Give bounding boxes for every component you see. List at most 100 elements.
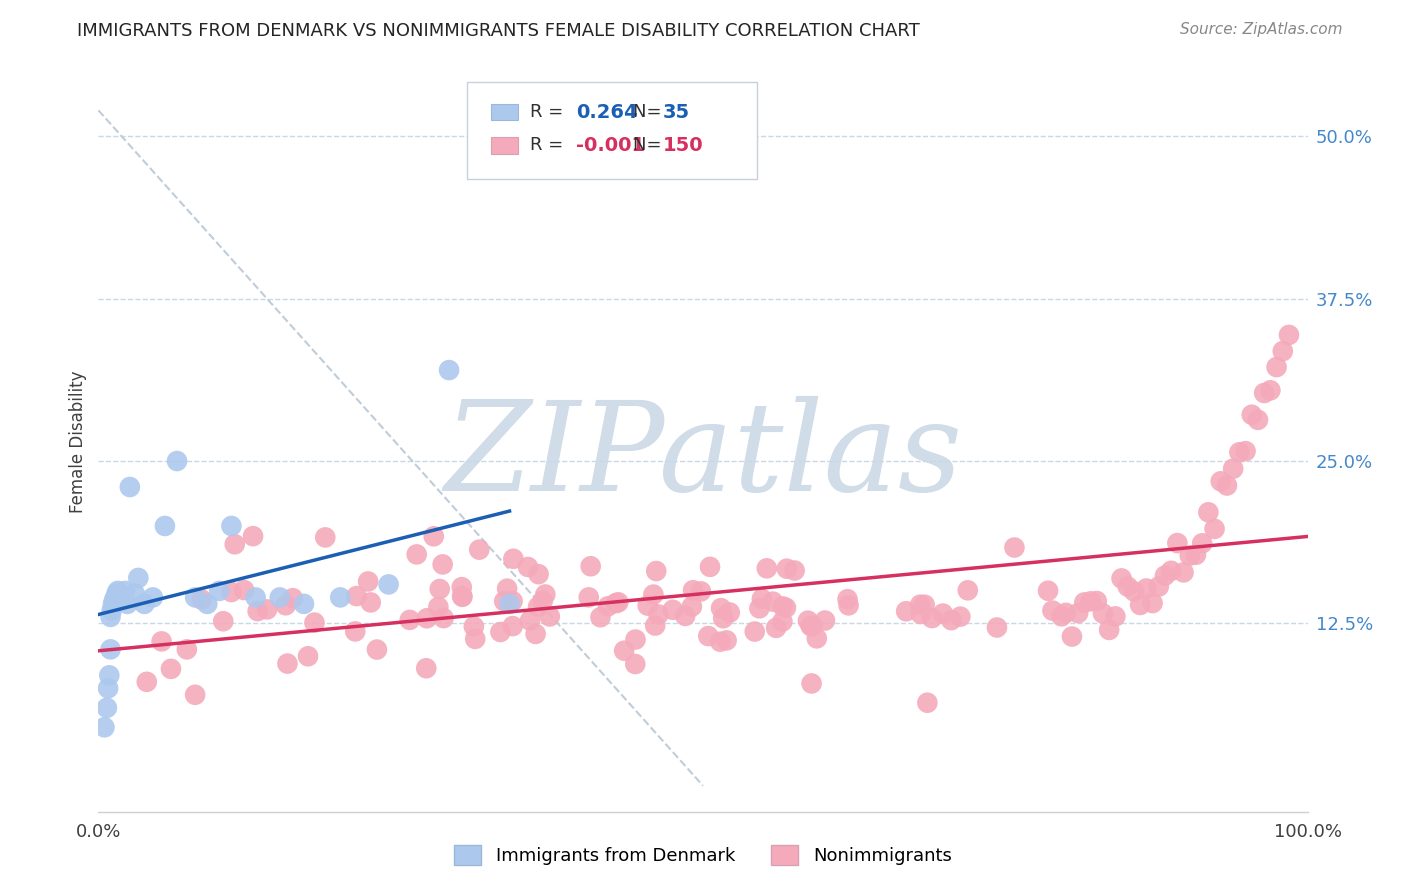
Point xyxy=(1091,607,1114,621)
Point xyxy=(762,594,785,608)
Point xyxy=(100,610,122,624)
Point xyxy=(221,519,243,533)
Point xyxy=(1185,548,1208,562)
Point xyxy=(838,599,860,613)
Point xyxy=(770,615,793,629)
Point xyxy=(142,591,165,605)
Text: N=: N= xyxy=(633,103,666,121)
Point xyxy=(451,590,474,604)
Point xyxy=(744,624,766,639)
Point xyxy=(1209,475,1232,489)
Point xyxy=(914,598,936,612)
Text: R =: R = xyxy=(530,103,569,121)
FancyBboxPatch shape xyxy=(492,137,517,153)
Point xyxy=(524,627,547,641)
Point xyxy=(1240,408,1263,422)
Point xyxy=(297,649,319,664)
Point xyxy=(709,634,731,648)
Point xyxy=(437,363,460,377)
Point xyxy=(772,599,794,614)
Point xyxy=(108,591,131,605)
Point xyxy=(1060,630,1083,644)
Point xyxy=(1104,609,1126,624)
Point xyxy=(292,597,315,611)
Point xyxy=(463,619,485,633)
Point xyxy=(245,591,267,605)
Point xyxy=(1135,582,1157,596)
Point xyxy=(613,644,636,658)
Point xyxy=(1154,568,1177,582)
Text: ZIPatlas: ZIPatlas xyxy=(444,395,962,517)
Point xyxy=(1166,536,1188,550)
Point xyxy=(814,614,837,628)
Point xyxy=(932,607,955,621)
Point xyxy=(274,599,297,613)
Point xyxy=(1265,360,1288,375)
Point xyxy=(1227,445,1250,459)
Point xyxy=(494,594,516,608)
Point xyxy=(1111,571,1133,585)
Point xyxy=(160,662,183,676)
FancyBboxPatch shape xyxy=(492,104,517,120)
Point xyxy=(502,594,524,608)
Point xyxy=(105,586,128,600)
Point xyxy=(921,611,943,625)
Point xyxy=(894,604,917,618)
Point xyxy=(776,562,799,576)
Point xyxy=(783,564,806,578)
Point xyxy=(1080,594,1102,608)
Point xyxy=(1234,444,1257,458)
Point xyxy=(1197,505,1219,519)
Point xyxy=(314,530,336,544)
Point xyxy=(124,586,146,600)
Point xyxy=(797,614,820,628)
Point xyxy=(344,624,367,639)
Point xyxy=(682,583,704,598)
Point xyxy=(681,599,703,614)
Point xyxy=(398,613,420,627)
Point xyxy=(496,582,519,596)
Point xyxy=(527,567,550,582)
Point xyxy=(697,629,720,643)
Point xyxy=(97,681,120,696)
Point xyxy=(624,632,647,647)
Point xyxy=(956,583,979,598)
Point xyxy=(1129,598,1152,612)
Point xyxy=(711,611,734,625)
Point xyxy=(135,674,157,689)
Point xyxy=(107,583,129,598)
Text: 0.264: 0.264 xyxy=(576,103,638,121)
Point xyxy=(233,582,256,597)
Point xyxy=(1160,564,1182,578)
Point xyxy=(114,583,136,598)
Text: N=: N= xyxy=(633,136,666,154)
Point xyxy=(662,603,685,617)
Point xyxy=(195,597,218,611)
Point xyxy=(101,597,124,611)
Point xyxy=(346,589,368,603)
Point xyxy=(1098,623,1121,637)
Point xyxy=(1050,609,1073,624)
Point xyxy=(1147,580,1170,594)
Point xyxy=(1271,344,1294,359)
Point xyxy=(464,632,486,646)
Point xyxy=(690,584,713,599)
Point xyxy=(699,559,721,574)
Text: 150: 150 xyxy=(664,136,704,155)
Point xyxy=(644,618,666,632)
Point xyxy=(941,613,963,627)
Point xyxy=(429,582,451,596)
Point xyxy=(1004,541,1026,555)
Point xyxy=(755,561,778,575)
Point xyxy=(1260,384,1282,398)
Point xyxy=(246,604,269,618)
Point xyxy=(360,595,382,609)
Point xyxy=(519,614,541,628)
Point xyxy=(276,657,298,671)
Point xyxy=(607,595,630,609)
Point xyxy=(579,559,602,574)
Point xyxy=(366,642,388,657)
Point xyxy=(212,614,235,628)
Point xyxy=(242,529,264,543)
Point xyxy=(100,642,122,657)
